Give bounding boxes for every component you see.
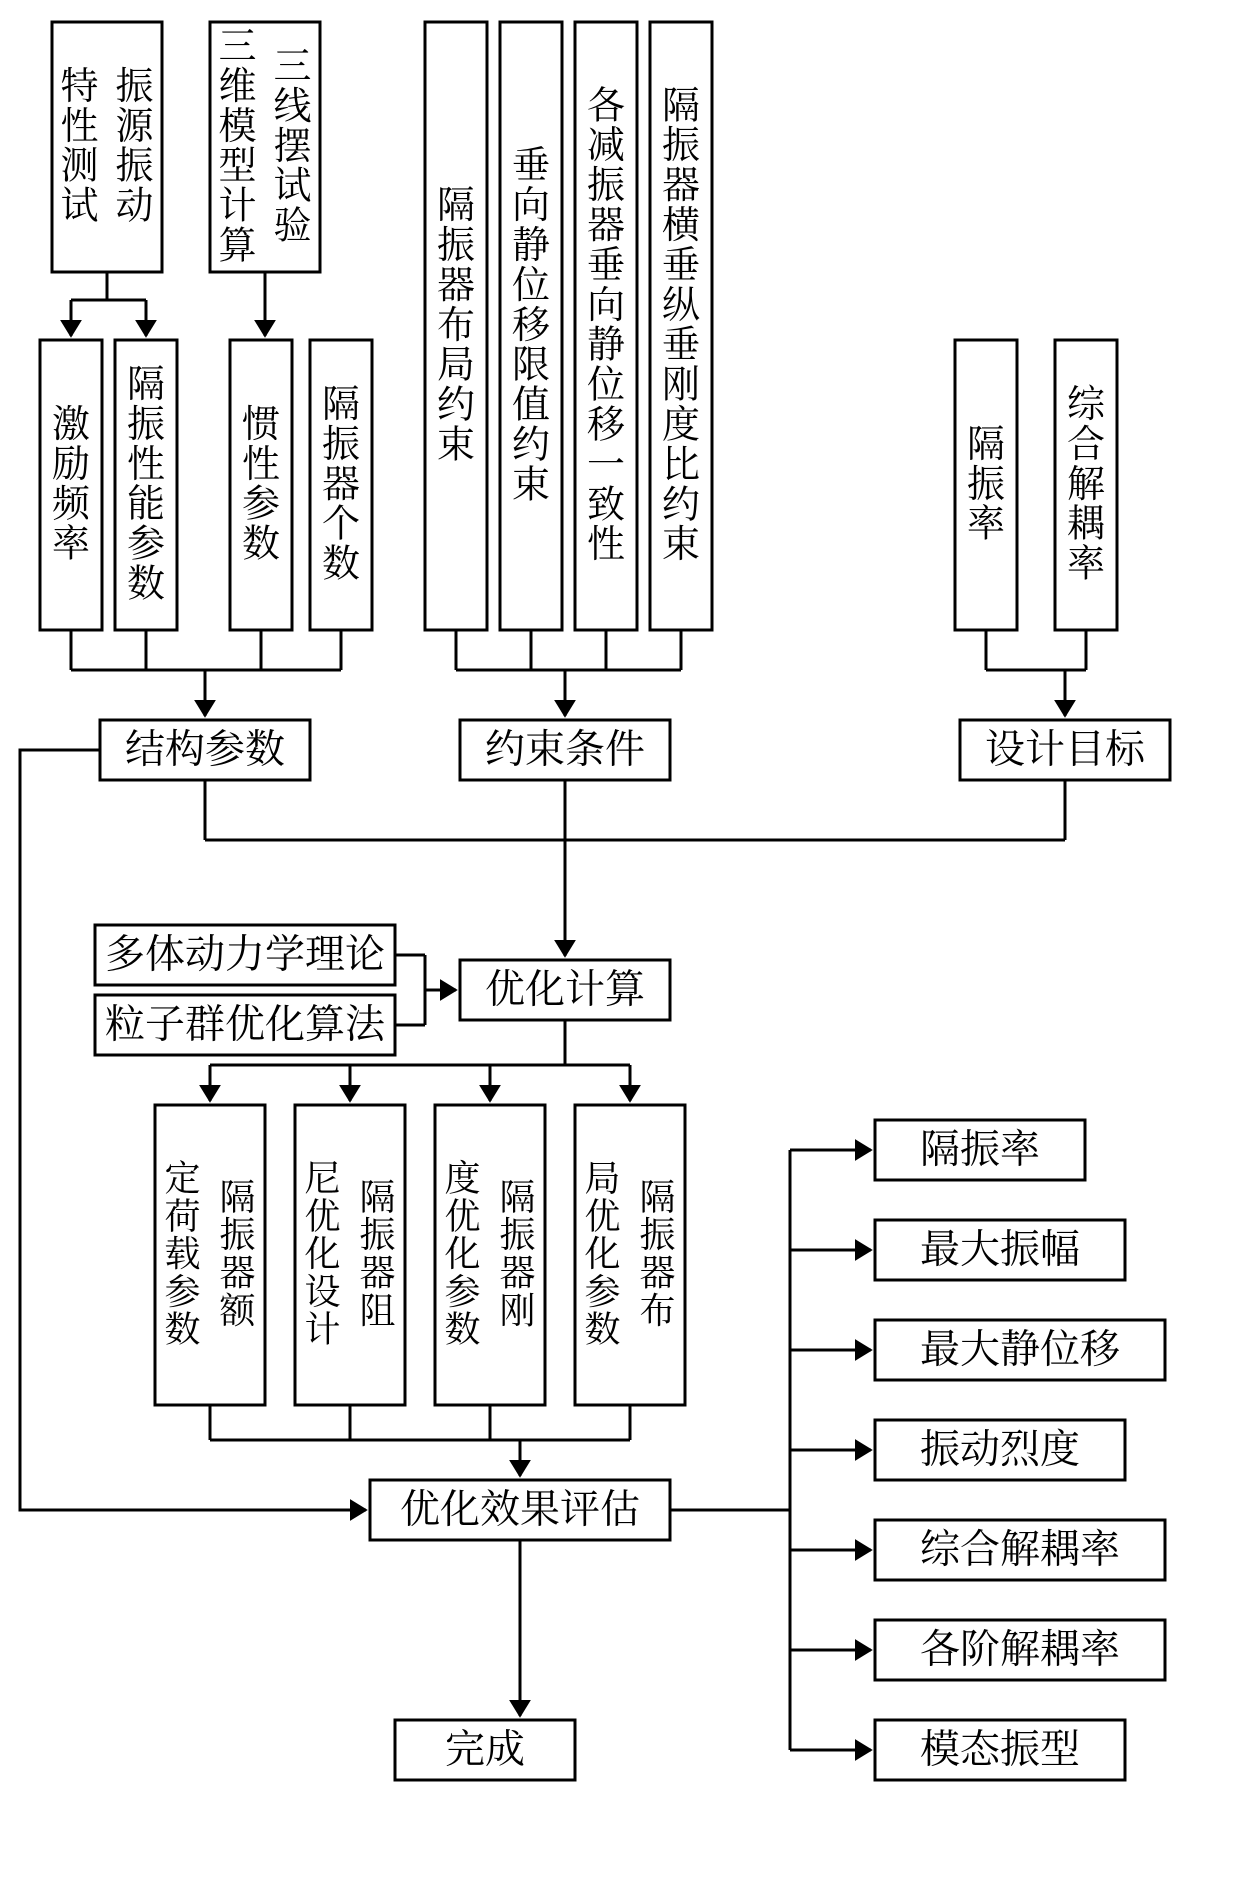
node-src1: 振源振动特性测试 [52, 22, 162, 272]
node-t12: 隔振性能参数 [115, 340, 177, 630]
glyph: 束 [512, 453, 550, 508]
glyph: 数 [584, 1302, 620, 1353]
glyph: 算 [218, 215, 256, 270]
node-t24: 隔振器横垂纵垂刚度比约束 [650, 22, 712, 630]
glyph: 率 [967, 493, 1005, 548]
node-r7: 模态振型 [875, 1717, 1125, 1780]
glyph: 额 [219, 1283, 256, 1334]
node-r2: 最大振幅 [875, 1217, 1125, 1280]
label: 结构参数 [125, 717, 285, 774]
node-target: 设计目标 [960, 717, 1170, 780]
nodes: 振源振动特性测试三线摆试验三维模型计算激励频率隔振性能参数惯性参数隔振器个数隔振… [40, 15, 1170, 1780]
label: 优化效果评估 [400, 1477, 640, 1534]
node-constr: 约束条件 [460, 717, 670, 780]
label: 振动烈度 [920, 1417, 1080, 1474]
glyph: 动 [115, 175, 153, 230]
glyph: 数 [127, 553, 165, 608]
node-t31: 隔振率 [955, 340, 1017, 630]
glyph: 验 [273, 195, 311, 250]
glyph: 数 [164, 1302, 200, 1353]
node-p4: 隔振器布局优化参数 [575, 1105, 685, 1405]
node-p3: 隔振器刚度优化参数 [435, 1105, 545, 1405]
node-struct: 结构参数 [100, 717, 310, 780]
label: 设计目标 [985, 717, 1147, 774]
label: 优化计算 [485, 957, 645, 1014]
label: 隔振率 [920, 1117, 1040, 1174]
glyph: 阻 [359, 1283, 395, 1334]
glyph: 试 [60, 175, 98, 230]
node-t21: 隔振器布局约束 [425, 22, 487, 630]
label: 粒子群优化算法 [105, 992, 386, 1049]
glyph: 率 [1067, 533, 1105, 588]
node-t13: 惯性参数 [230, 340, 292, 630]
node-t32: 综合解耦率 [1055, 340, 1117, 630]
node-r5: 综合解耦率 [875, 1517, 1165, 1580]
node-r3: 最大静位移 [875, 1317, 1165, 1380]
node-r1: 隔振率 [875, 1117, 1085, 1180]
glyph: 性 [587, 513, 625, 568]
label: 综合解耦率 [920, 1517, 1120, 1574]
glyph: 数 [242, 513, 280, 568]
glyph: 束 [437, 413, 475, 468]
node-done: 完成 [395, 1717, 575, 1780]
label: 各阶解耦率 [920, 1617, 1120, 1674]
glyph: 率 [52, 513, 90, 568]
node-pso: 粒子群优化算法 [95, 992, 395, 1055]
node-t23: 各减振器垂向静位移一致性 [575, 22, 637, 630]
label: 完成 [445, 1717, 525, 1774]
node-r4: 振动烈度 [875, 1417, 1125, 1480]
glyph: 计 [304, 1302, 340, 1353]
label: 多体动力学理论 [105, 922, 385, 979]
label: 模态振型 [920, 1717, 1080, 1774]
node-t14: 隔振器个数 [310, 340, 372, 630]
label: 约束条件 [485, 717, 645, 774]
node-t11: 激励频率 [40, 340, 102, 630]
node-p2: 隔振器阻尼优化设计 [295, 1105, 405, 1405]
node-mbd: 多体动力学理论 [95, 922, 395, 985]
glyph: 布 [639, 1283, 675, 1334]
node-opt: 优化计算 [460, 957, 670, 1020]
glyph: 束 [662, 513, 700, 568]
glyph: 数 [444, 1302, 480, 1353]
node-src2: 三线摆试验三维模型计算 [210, 15, 320, 272]
node-eval: 优化效果评估 [370, 1477, 670, 1540]
node-p1: 隔振器额定荷载参数 [155, 1105, 265, 1405]
glyph: 数 [322, 533, 360, 588]
label: 最大振幅 [920, 1217, 1080, 1274]
node-t22: 垂向静位移限值约束 [500, 22, 562, 630]
label: 最大静位移 [920, 1317, 1120, 1374]
glyph: 刚 [499, 1283, 535, 1334]
node-r6: 各阶解耦率 [875, 1617, 1165, 1680]
